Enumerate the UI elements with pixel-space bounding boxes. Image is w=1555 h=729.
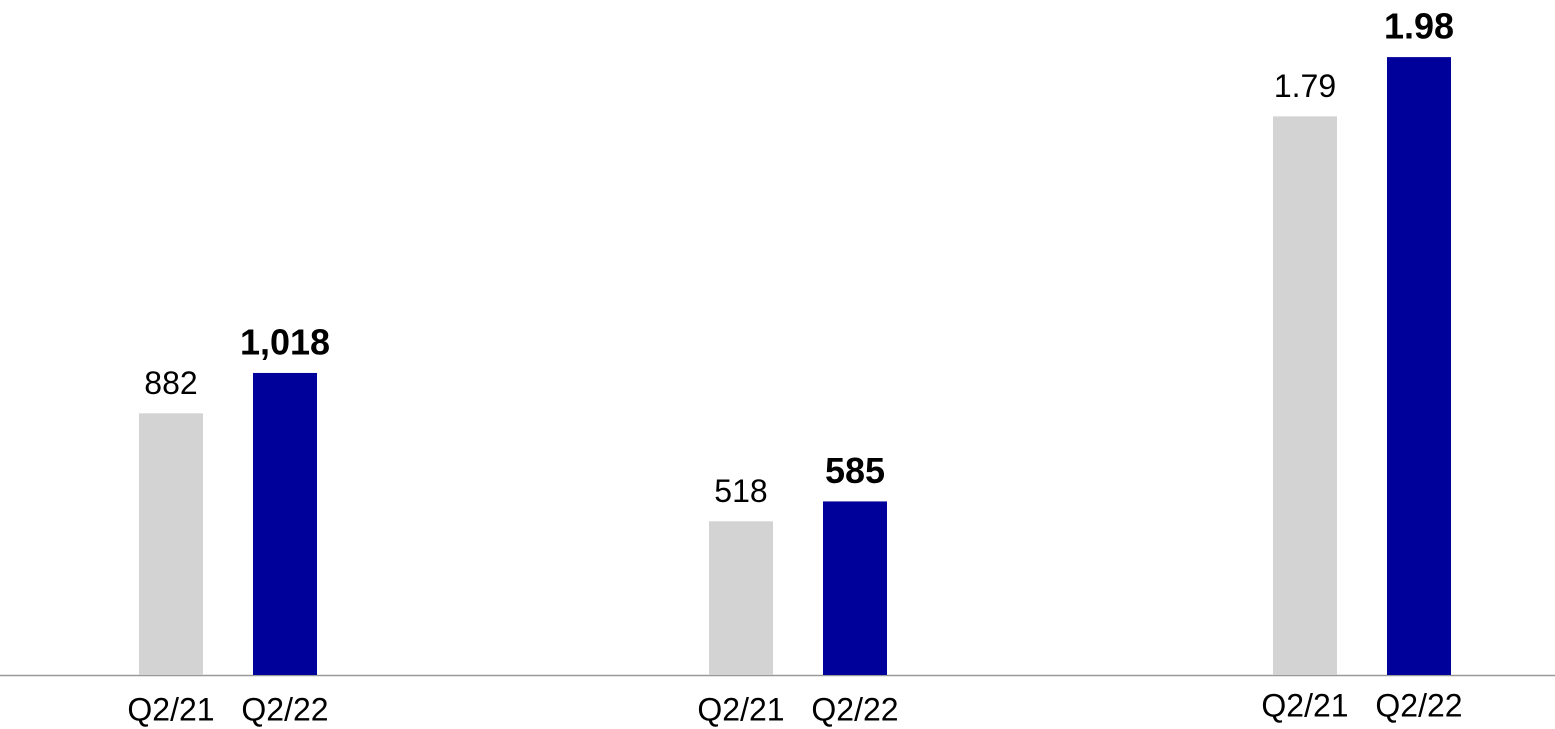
x-tick-label: Q2/22: [241, 691, 328, 727]
bar: [709, 521, 773, 675]
value-label: 882: [144, 365, 197, 401]
bar: [139, 413, 203, 675]
value-label: 1.79: [1274, 68, 1336, 104]
x-tick-label: Q2/22: [811, 691, 898, 727]
x-tick-label: Q2/21: [127, 691, 214, 727]
bar: [1387, 57, 1451, 676]
bar: [823, 501, 887, 675]
bar: [253, 372, 317, 675]
x-tick-label: Q2/21: [1261, 687, 1348, 723]
value-label: 1,018: [240, 321, 330, 362]
bar: [1273, 116, 1337, 676]
x-tick-label: Q2/21: [697, 691, 784, 727]
value-label: 585: [825, 450, 885, 491]
value-label: 518: [714, 473, 767, 509]
value-label: 1.98: [1384, 6, 1454, 47]
x-tick-label: Q2/22: [1375, 687, 1462, 723]
